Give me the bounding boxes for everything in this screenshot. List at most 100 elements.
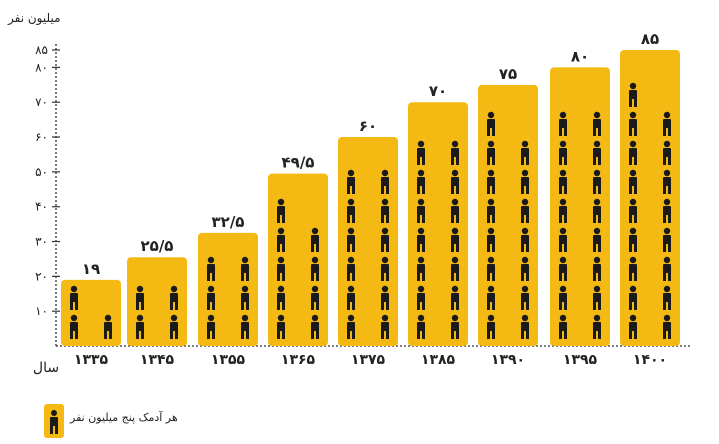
bar-value-label: ۸۵ [641,30,659,48]
legend-label: هر آدمک پنج میلیون نفر [70,411,178,424]
person-icon [347,314,355,339]
person-icon [417,256,425,281]
x-axis-title: سال [33,360,59,376]
person-icon [521,314,529,339]
person-icon [663,285,671,310]
person-icon [207,285,215,310]
y-tick-label: ۵۰ [35,165,48,179]
person-icon [347,285,355,310]
person-icon [663,227,671,252]
labels: ۱۹ ۱۳۳۵ ۲۵/۵ ۱۳۴۵ ۳۲/۵ ۱۳۵۵ ۴۹/۵ ۱۳۶۵ ۶۰ ۱۳۷۵ ۷۰ ۱۳… [74,30,667,368]
person-icon [521,256,529,281]
person-icon [277,198,285,223]
person-icon [487,314,495,339]
person-icon [593,198,601,223]
person-icon [521,285,529,310]
person-icon [521,169,529,194]
person-icon [451,198,459,223]
person-icon [170,314,178,339]
y-tick-label: ۱۰ [35,304,48,318]
bar-value-label: ۶۰ [359,117,377,135]
y-tick-label: ۳۰ [35,235,48,249]
person-icon [487,140,495,165]
person-icon [559,198,567,223]
x-category-label: ۱۳۳۵ [74,352,109,368]
person-icon [559,314,567,339]
person-icon [629,198,637,223]
bar-value-label: ۷۵ [499,65,517,83]
person-icon [487,227,495,252]
y-tick-label: ۶۰ [35,130,48,144]
x-category-label: ۱۳۹۵ [563,352,598,368]
person-icon [381,227,389,252]
person-icon [207,314,215,339]
bars [61,50,680,346]
person-icon [417,227,425,252]
person-icon [629,111,637,136]
bar-value-label: ۲۵/۵ [141,237,174,255]
person-icon [629,169,637,194]
person-icon [559,256,567,281]
person-icon [347,198,355,223]
person-icon [487,285,495,310]
person-icon [559,111,567,136]
person-icon [451,227,459,252]
person-icon [629,285,637,310]
person-icon [381,314,389,339]
x-category-label: ۱۳۹۰ [491,352,525,368]
bar-value-label: ۷۰ [429,82,447,100]
person-icon [311,227,319,252]
person-icon [487,111,495,136]
bar-value-label: ۸۰ [571,47,589,65]
bar [268,173,328,346]
person-icon [311,256,319,281]
person-icon [207,256,215,281]
x-category-label: ۱۴۰۰ [633,352,667,368]
person-icon [629,227,637,252]
x-category-label: ۱۳۶۵ [281,352,316,368]
person-icon [663,140,671,165]
person-icon [451,314,459,339]
person-icon [451,256,459,281]
y-tick-label: ۸۵ [35,43,48,57]
person-icon [451,285,459,310]
person-icon [521,227,529,252]
person-icon [381,169,389,194]
person-icon [593,314,601,339]
bar-value-label: ۱۹ [82,260,100,278]
y-tick-label: ۷۰ [35,95,48,109]
person-icon [629,256,637,281]
person-icon [487,256,495,281]
person-icon [277,256,285,281]
y-axis-title: میلیون نفر [7,11,61,26]
person-icon [347,256,355,281]
person-icon [311,285,319,310]
person-icon [170,285,178,310]
x-category-label: ۱۳۸۵ [421,352,456,368]
person-icon [593,227,601,252]
person-icon [629,314,637,339]
person-icon [417,169,425,194]
person-icon [451,169,459,194]
person-icon [417,198,425,223]
person-icon [629,140,637,165]
person-icon [663,198,671,223]
legend: هر آدمک پنج میلیون نفر [44,402,244,438]
person-icon [70,314,78,339]
person-icon [417,140,425,165]
person-icon [104,314,112,339]
person-icon [241,314,249,339]
person-icon [347,227,355,252]
person-icon [559,140,567,165]
x-category-label: ۱۳۵۵ [211,352,246,368]
person-icon [451,140,459,165]
person-icon [629,82,637,107]
bar-value-label: ۳۲/۵ [212,213,245,231]
person-icon [593,140,601,165]
person-icon [663,314,671,339]
person-icon [381,256,389,281]
person-icon [663,111,671,136]
person-icon [663,256,671,281]
person-icon [417,314,425,339]
person-icon [70,285,78,310]
